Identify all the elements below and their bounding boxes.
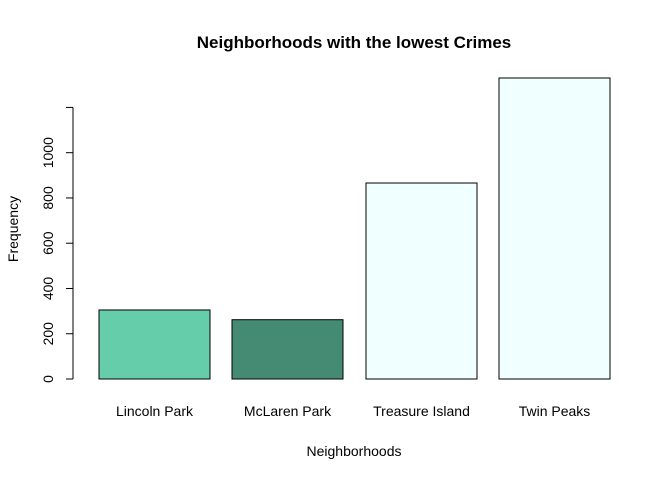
y-axis-label: Frequency [5,196,21,262]
bar-mclaren-park [231,319,344,380]
bar-treasure-island [365,182,478,380]
x-axis-label: Neighborhoods [307,443,402,459]
bars-group [98,77,611,380]
y-tick-label: 800 [40,186,56,210]
bar-twin-peaks [498,77,611,380]
y-tick-label: 400 [40,277,56,301]
chart-title: Neighborhoods with the lowest Crimes [197,33,512,52]
category-label: Twin Peaks [519,403,591,419]
category-label: Treasure Island [373,403,470,419]
y-tick-label: 600 [40,231,56,255]
category-label: McLaren Park [244,403,332,419]
y-tick-label: 0 [40,375,56,383]
y-axis-ticks: 0 200 400 600 800 1000 [40,106,73,383]
y-tick-label: 1000 [40,137,56,168]
y-tick-label: 200 [40,322,56,346]
category-labels: Lincoln Park McLaren Park Treasure Island T… [116,403,590,419]
category-label: Lincoln Park [116,403,194,419]
bar-lincoln-park [98,309,211,380]
